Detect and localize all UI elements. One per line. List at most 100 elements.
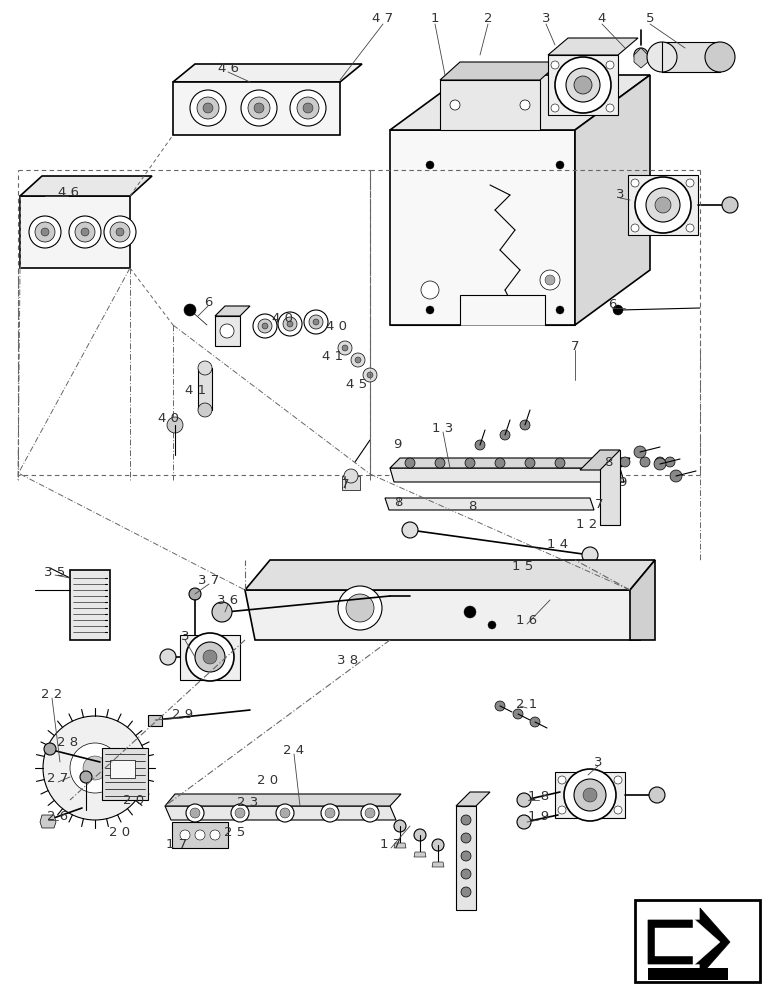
- Circle shape: [287, 321, 293, 327]
- Circle shape: [367, 372, 373, 378]
- Polygon shape: [173, 64, 362, 82]
- Polygon shape: [102, 748, 148, 800]
- Circle shape: [555, 458, 565, 468]
- Circle shape: [647, 42, 677, 72]
- Text: 2 3: 2 3: [237, 796, 258, 808]
- Circle shape: [254, 103, 264, 113]
- Circle shape: [346, 594, 374, 622]
- Circle shape: [325, 808, 335, 818]
- Polygon shape: [440, 62, 560, 80]
- Circle shape: [338, 586, 382, 630]
- Circle shape: [464, 606, 476, 618]
- Text: 6: 6: [204, 296, 212, 308]
- Circle shape: [495, 701, 505, 711]
- Circle shape: [461, 869, 471, 879]
- Circle shape: [203, 103, 213, 113]
- Circle shape: [564, 769, 616, 821]
- Text: 1 7: 1 7: [166, 838, 188, 850]
- Circle shape: [640, 457, 650, 467]
- Circle shape: [517, 793, 531, 807]
- Polygon shape: [40, 815, 56, 828]
- Circle shape: [583, 788, 597, 802]
- Polygon shape: [180, 635, 240, 680]
- Text: 8: 8: [604, 456, 612, 468]
- Text: 1 7: 1 7: [380, 838, 402, 850]
- Circle shape: [432, 839, 444, 851]
- Circle shape: [180, 830, 190, 840]
- Circle shape: [686, 224, 694, 232]
- Text: 3: 3: [615, 188, 624, 200]
- Circle shape: [461, 887, 471, 897]
- Circle shape: [195, 642, 225, 672]
- Circle shape: [450, 100, 460, 110]
- Polygon shape: [456, 806, 476, 910]
- Text: 1 8: 1 8: [528, 790, 549, 802]
- Text: 1: 1: [431, 11, 439, 24]
- Circle shape: [545, 275, 555, 285]
- Text: 4 0: 4 0: [158, 412, 178, 424]
- Circle shape: [81, 228, 89, 236]
- Circle shape: [670, 470, 682, 482]
- Circle shape: [394, 820, 406, 832]
- Circle shape: [540, 270, 560, 290]
- Circle shape: [190, 808, 200, 818]
- Polygon shape: [390, 458, 630, 468]
- Polygon shape: [440, 80, 540, 130]
- Polygon shape: [215, 306, 250, 316]
- Text: 4 1: 4 1: [323, 350, 344, 362]
- Circle shape: [500, 430, 510, 440]
- Text: 2 1: 2 1: [516, 698, 538, 710]
- Polygon shape: [165, 794, 401, 806]
- Polygon shape: [655, 918, 720, 966]
- Circle shape: [29, 216, 61, 248]
- Circle shape: [556, 161, 564, 169]
- Circle shape: [620, 457, 630, 467]
- Polygon shape: [172, 822, 228, 848]
- Circle shape: [231, 804, 249, 822]
- Circle shape: [276, 804, 294, 822]
- Text: 4 6: 4 6: [217, 62, 238, 75]
- Polygon shape: [548, 38, 638, 55]
- Text: 4 1: 4 1: [185, 383, 206, 396]
- Text: 3 7: 3 7: [199, 574, 220, 586]
- Circle shape: [70, 743, 120, 793]
- Polygon shape: [20, 176, 152, 196]
- Circle shape: [321, 804, 339, 822]
- Circle shape: [705, 42, 735, 72]
- Text: 9: 9: [393, 438, 401, 450]
- Circle shape: [414, 829, 426, 841]
- Circle shape: [35, 222, 55, 242]
- Circle shape: [297, 97, 319, 119]
- Circle shape: [184, 304, 196, 316]
- Circle shape: [613, 305, 623, 315]
- Circle shape: [235, 808, 245, 818]
- Circle shape: [355, 357, 361, 363]
- Circle shape: [520, 420, 530, 430]
- Text: 2: 2: [483, 11, 492, 24]
- Polygon shape: [628, 175, 698, 235]
- Text: 7: 7: [571, 340, 579, 353]
- Circle shape: [461, 815, 471, 825]
- Text: 1 5: 1 5: [512, 560, 534, 572]
- Circle shape: [631, 179, 639, 187]
- Polygon shape: [390, 295, 575, 325]
- Circle shape: [465, 458, 475, 468]
- Text: 9: 9: [618, 476, 626, 488]
- Text: 1 9: 1 9: [528, 810, 549, 822]
- Polygon shape: [414, 852, 426, 857]
- Circle shape: [210, 830, 220, 840]
- Polygon shape: [575, 75, 650, 325]
- Polygon shape: [662, 42, 720, 72]
- Circle shape: [555, 57, 611, 113]
- Circle shape: [646, 188, 680, 222]
- Circle shape: [634, 446, 646, 458]
- Polygon shape: [342, 476, 360, 490]
- Circle shape: [351, 353, 365, 367]
- Circle shape: [520, 100, 530, 110]
- Polygon shape: [198, 368, 212, 410]
- Polygon shape: [390, 468, 624, 482]
- Circle shape: [614, 776, 622, 784]
- Circle shape: [363, 368, 377, 382]
- Circle shape: [606, 104, 614, 112]
- Text: 8: 8: [393, 495, 402, 508]
